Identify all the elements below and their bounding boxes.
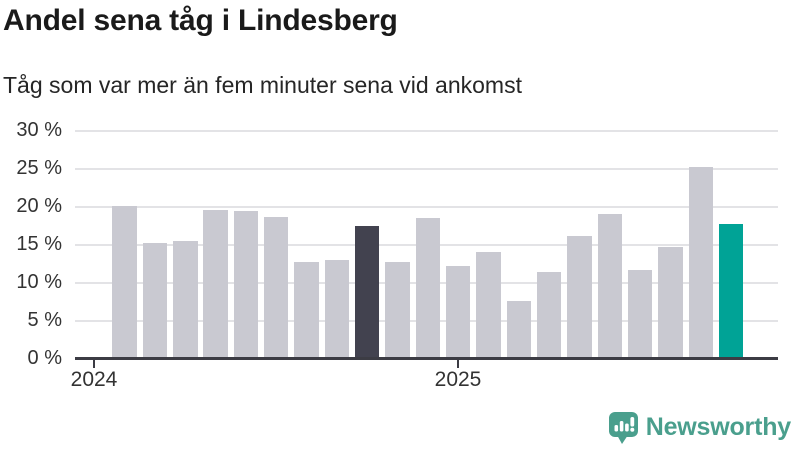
bar-sep-2024 [324,260,350,358]
y-axis-label-15: 15 % [16,233,62,255]
bar-apr-2025 [536,272,562,358]
chart-subtitle: Tåg som var mer än fem minuter sena vid … [3,72,522,98]
bar-feb-2025 [476,252,501,358]
x-axis-line [75,357,778,360]
newsworthy-speech-bubble-chart-icon [608,412,638,444]
bar-feb-2024 [112,206,137,358]
bar-jan-2025 [445,266,471,358]
bar-dec-2024 [415,218,441,358]
gridline-25 [75,168,778,170]
newsworthy-logo: Newsworthy [608,411,791,444]
bar-okt-2024 [354,225,380,358]
gridline-30 [75,130,778,132]
bar-aug-2025 [658,247,683,358]
bar-jun-2025 [597,214,623,358]
bar-sep-2025 [688,166,714,358]
y-axis-label-30: 30 % [16,119,62,141]
bar-okt-2025 [718,223,744,358]
x-axis-tick-2025 [457,360,459,368]
bar-jul-2024 [263,216,289,358]
bar-aug-2024 [294,262,319,358]
bar-mar-2024 [142,242,168,358]
y-axis-label-0: 0 % [27,347,62,369]
bar-apr-2024 [173,241,198,358]
bar-jun-2024 [233,210,259,358]
bar-maj-2025 [567,235,592,358]
y-axis-label-20: 20 % [16,195,62,217]
y-axis-label-5: 5 % [27,309,62,331]
plot-area [75,130,778,358]
bar-jul-2025 [627,269,653,358]
chart-title: Andel sena tåg i Lindesberg [3,4,398,37]
y-axis-label-10: 10 % [16,271,62,293]
x-axis-label-2024: 2024 [70,368,118,391]
gridline-20 [75,206,778,208]
x-axis-label-2025: 2025 [434,368,482,391]
x-axis-tick-2024 [93,360,95,368]
y-axis-label-25: 25 % [16,157,62,179]
bar-nov-2024 [385,262,410,358]
bar-mar-2025 [506,301,532,358]
newsworthy-wordmark: Newsworthy [645,413,791,441]
bar-maj-2024 [203,209,228,358]
